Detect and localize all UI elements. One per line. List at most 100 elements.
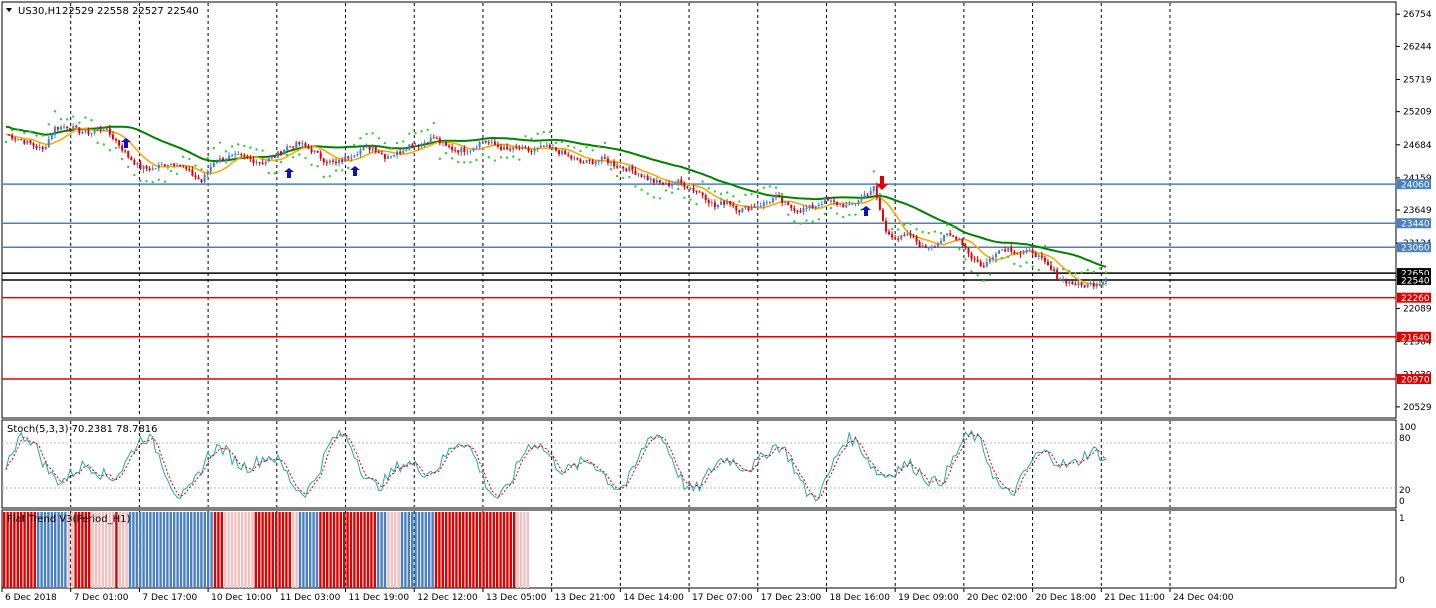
candle-body (445, 142, 447, 146)
candle-body (1001, 249, 1004, 251)
candle-body (11, 135, 14, 139)
psar-dot (1037, 268, 1040, 272)
candle-body (628, 166, 631, 171)
psar-dot (292, 156, 295, 159)
flat-trend-bar (373, 512, 376, 588)
psar-dot (854, 213, 857, 216)
candle-body (322, 158, 325, 163)
candle-body (81, 131, 84, 134)
candle-body (1074, 284, 1077, 286)
psar-dot (72, 115, 75, 118)
candle-body (408, 144, 411, 150)
psar-dot (1043, 244, 1047, 248)
candle-body (63, 126, 66, 128)
flat-trend-bar (305, 512, 308, 588)
candle-body (744, 206, 747, 208)
candle-body (995, 253, 997, 258)
psar-dot (127, 165, 130, 169)
flat-trend-bar (468, 512, 472, 588)
flat-trend-bar (519, 512, 523, 588)
psar-dot (542, 130, 545, 134)
psar-dot (365, 132, 368, 136)
candle-body (903, 235, 906, 237)
psar-dot (536, 132, 539, 136)
flat-trend-bar (380, 512, 383, 588)
time-tick-label: 13 Dec 05:00 (486, 593, 547, 603)
candle-body (646, 175, 649, 180)
psar-dot (188, 157, 191, 161)
psar-dot (1080, 271, 1083, 274)
candle-body (613, 161, 616, 167)
candle-body (891, 234, 894, 238)
flat-trend-bar (377, 512, 380, 588)
candle-body (66, 126, 69, 128)
candle-body (231, 154, 234, 156)
candle-body (69, 127, 72, 130)
psar-dot (677, 187, 680, 191)
psar-dot (78, 121, 81, 124)
flat-trend-bar (105, 512, 108, 588)
flat-trend-bar (489, 512, 492, 588)
candle-body (793, 208, 796, 211)
psar-dot (1007, 255, 1010, 258)
candle-body (41, 146, 44, 150)
candle-body (44, 146, 47, 150)
price-level-tag (1397, 331, 1431, 342)
psar-dot (750, 192, 753, 196)
psar-dot (499, 156, 503, 159)
flat-trend-bar (60, 512, 64, 588)
flat-trend-bar (302, 512, 305, 588)
candle-body (506, 146, 509, 150)
flat-trend-bar (258, 512, 261, 588)
psar-dot (848, 213, 851, 217)
candle-body (765, 202, 768, 204)
psar-dot (463, 161, 466, 164)
price-tick-label: 25209 (1403, 108, 1432, 118)
time-axis: 6 Dec 2018 7 Dec 01:00 7 Dec 17:00 10 Dec 1… (1, 588, 1234, 603)
candle-body (836, 201, 839, 205)
time-tick-label: 24 Dec 04:00 (1173, 593, 1234, 603)
candle-body (885, 220, 887, 232)
candle-body (527, 147, 530, 152)
flat-trend-bar (224, 512, 227, 588)
sell-arrow-icon (876, 176, 888, 190)
flat-trend-bar (94, 512, 98, 588)
psar-dot (243, 144, 246, 148)
psar-dot (762, 186, 765, 189)
candle-body (148, 168, 151, 171)
psar-dot (1068, 270, 1071, 273)
flat-level-1: 1 (1399, 514, 1405, 524)
psar-dot (512, 155, 515, 158)
candle-body (429, 137, 432, 144)
triangle-down-icon[interactable] (6, 8, 12, 12)
flat-trend-bar (424, 512, 427, 588)
candle-body (661, 182, 664, 185)
psar-dot (591, 149, 594, 152)
psar-dot (17, 128, 20, 131)
flat-trend-bar (156, 512, 159, 588)
psar-dot (65, 118, 69, 121)
flat-trend-bar (81, 512, 84, 588)
candle-body (930, 246, 933, 248)
psar-dot (707, 187, 710, 190)
candle-body (276, 151, 279, 158)
flat-trend-bar (220, 512, 223, 588)
flat-trend-bar (366, 512, 370, 588)
flat-trend-bar (3, 512, 6, 588)
flat-trend-bar (33, 512, 36, 588)
flat-trend-bar (329, 512, 332, 588)
candle-body (72, 126, 75, 130)
candlesticks (8, 123, 1107, 290)
candle-body (991, 257, 994, 259)
psar-dot (1092, 270, 1095, 274)
psar-dot (1025, 261, 1028, 264)
candle-body (500, 146, 502, 150)
candle-body (93, 131, 96, 133)
candle-body (878, 197, 881, 210)
candle-body (160, 164, 163, 166)
psar-dot (909, 222, 912, 226)
psar-dot (145, 179, 148, 183)
candle-body (869, 190, 872, 195)
psar-dot (1000, 257, 1004, 260)
